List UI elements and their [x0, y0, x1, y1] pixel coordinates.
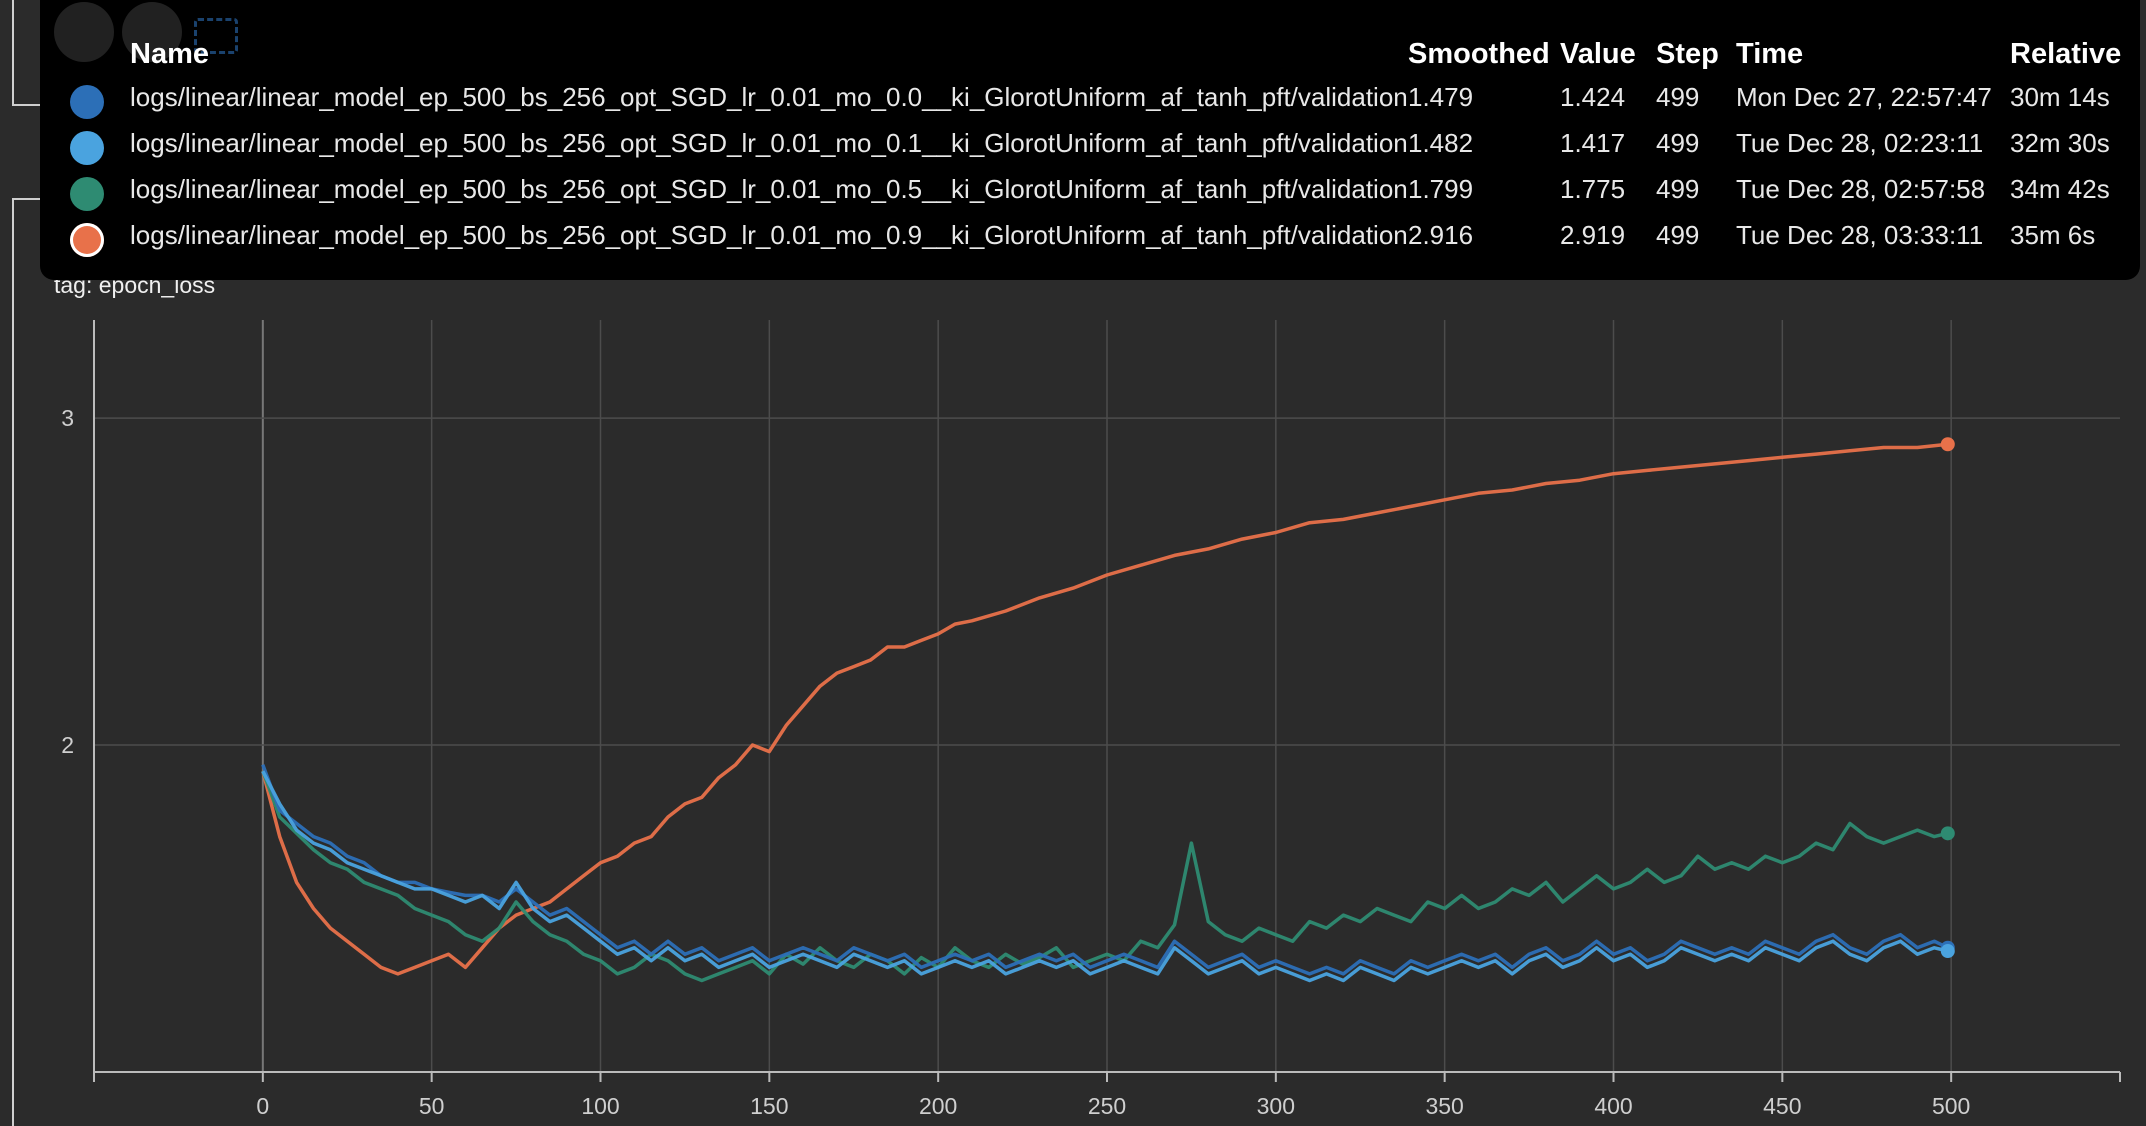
row-relative: 35m 6s: [2010, 220, 2096, 250]
row-value: 1.424: [1560, 82, 1626, 112]
tooltip-row: logs/linear/linear_model_ep_500_bs_256_o…: [40, 174, 2140, 214]
series-swatch: [70, 85, 104, 119]
row-smoothed: 1.799: [1408, 174, 1474, 204]
row-smoothed: 1.482: [1408, 128, 1474, 158]
row-step: 499: [1656, 128, 1700, 158]
row-name: logs/linear/linear_model_ep_500_bs_256_o…: [130, 128, 1408, 158]
y-tick-label: 3: [61, 405, 74, 431]
series-endpoint: [1940, 944, 1955, 959]
row-smoothed: 1.479: [1408, 82, 1474, 112]
toggle-lines-icon[interactable]: [122, 2, 182, 62]
card-border-left: [12, 0, 14, 106]
row-step: 499: [1656, 174, 1700, 204]
header-relative: Relative: [2010, 38, 2122, 70]
row-name: logs/linear/linear_model_ep_500_bs_256_o…: [130, 82, 1408, 112]
card-border-left-lower: [12, 198, 14, 1126]
tooltip-row: logs/linear/linear_model_ep_500_bs_256_o…: [40, 220, 2140, 260]
row-smoothed: 2.916: [1408, 220, 1474, 250]
x-tick-label: 300: [1257, 1093, 1295, 1119]
x-tick-label: 150: [750, 1093, 788, 1119]
y-tick-label: 2: [61, 732, 74, 758]
series: [261, 437, 1955, 983]
row-time: Mon Dec 27, 22:57:47: [1736, 82, 1992, 112]
header-smoothed: Smoothed: [1408, 38, 1550, 70]
tick-labels: 0 50 100 150 200 250 300 350 400 450 500 2 3: [61, 405, 1970, 1119]
row-name: logs/linear/linear_model_ep_500_bs_256_o…: [130, 220, 1408, 250]
row-relative: 32m 30s: [2010, 128, 2110, 158]
series-line: [261, 770, 1949, 983]
row-step: 499: [1656, 220, 1700, 250]
tooltip-header: Name Smoothed Value Step Time Relative: [40, 38, 2140, 78]
series-line: [261, 764, 1949, 976]
header-step: Step: [1656, 38, 1719, 70]
zoom-select-icon[interactable]: [194, 18, 238, 54]
x-tick-label: 100: [581, 1093, 619, 1119]
series-line: [261, 442, 1948, 976]
row-time: Tue Dec 28, 02:23:11: [1736, 128, 1984, 158]
row-name: logs/linear/linear_model_ep_500_bs_256_o…: [130, 174, 1408, 204]
x-tick-label: 200: [919, 1093, 957, 1119]
row-value: 1.417: [1560, 128, 1626, 158]
header-time: Time: [1736, 38, 1804, 70]
x-tick-label: 400: [1594, 1093, 1632, 1119]
row-relative: 34m 42s: [2010, 174, 2110, 204]
series-swatch: [70, 177, 104, 211]
series-endpoint: [1940, 437, 1955, 452]
tooltip-row: logs/linear/linear_model_ep_500_bs_256_o…: [40, 128, 2140, 168]
grid: [94, 320, 2120, 1072]
x-tick-label: 450: [1763, 1093, 1801, 1119]
fit-domain-icon[interactable]: [54, 2, 114, 62]
x-tick-label: 50: [419, 1093, 445, 1119]
row-value: 1.775: [1560, 174, 1626, 204]
x-tick-label: 250: [1088, 1093, 1126, 1119]
row-time: Tue Dec 28, 03:33:11: [1736, 220, 1984, 250]
x-tick-label: 350: [1425, 1093, 1463, 1119]
row-value: 2.919: [1560, 220, 1626, 250]
header-value: Value: [1560, 38, 1636, 70]
series-swatch: [70, 223, 104, 257]
x-axis: [93, 320, 2121, 1082]
x-tick-label: 500: [1932, 1093, 1970, 1119]
row-time: Tue Dec 28, 02:57:58: [1736, 174, 1986, 204]
row-relative: 30m 14s: [2010, 82, 2110, 112]
row-step: 499: [1656, 82, 1700, 112]
tooltip-row: logs/linear/linear_model_ep_500_bs_256_o…: [40, 82, 2140, 122]
header-name: Name: [130, 38, 209, 70]
series-swatch: [70, 131, 104, 165]
x-tick-label: 0: [256, 1093, 269, 1119]
tooltip-panel: Name Smoothed Value Step Time Relative l…: [40, 0, 2140, 280]
series-line: [261, 770, 1949, 983]
series-endpoint: [1940, 826, 1955, 841]
